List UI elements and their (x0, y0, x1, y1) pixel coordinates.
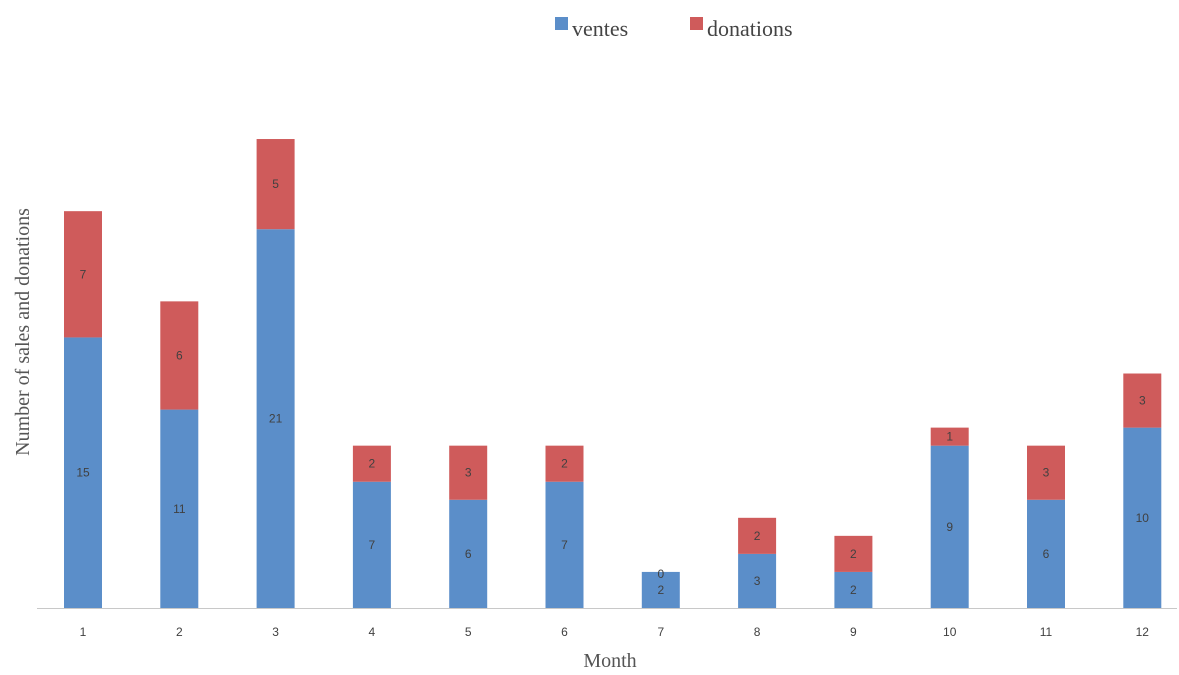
data-label-ventes: 9 (946, 520, 953, 534)
x-tick-label: 8 (754, 625, 761, 639)
x-tick-label: 9 (850, 625, 857, 639)
data-label-ventes: 3 (754, 574, 761, 588)
data-label-ventes: 2 (850, 583, 857, 597)
legend-label: donations (707, 16, 793, 41)
data-label-ventes: 21 (269, 412, 283, 426)
bar-donations (545, 445, 584, 482)
bar-ventes (64, 337, 102, 608)
x-tick-label: 10 (943, 625, 957, 639)
x-tick-label: 1 (80, 625, 87, 639)
bar-ventes (352, 481, 391, 608)
legend-swatch (555, 17, 568, 30)
data-label-donations: 2 (754, 529, 761, 543)
data-label-donations: 5 (272, 177, 279, 191)
data-label-donations: 3 (465, 466, 472, 480)
bar-ventes (160, 409, 199, 608)
data-label-donations: 6 (176, 348, 183, 362)
bar-ventes (930, 445, 969, 608)
bar-ventes (738, 553, 777, 608)
data-label-ventes: 15 (76, 466, 90, 480)
x-axis-label: Month (583, 650, 636, 670)
bar-donations (352, 445, 391, 482)
data-label-ventes: 11 (173, 502, 186, 516)
data-label-ventes: 7 (561, 538, 568, 552)
y-axis-label: Number of sales and donations (12, 208, 34, 456)
x-tick-labels: 1 2 3 4 5 6 7 8 9 10 11 12 (80, 625, 1150, 639)
bar-ventes (641, 571, 680, 608)
x-tick-label: 6 (561, 625, 568, 639)
x-tick-label: 12 (1136, 625, 1150, 639)
data-label-donations: 3 (1139, 394, 1146, 408)
legend-label: ventes (572, 16, 628, 41)
data-label-donations: 2 (561, 457, 568, 471)
bar-donations (449, 445, 488, 500)
data-label-donations: 0 (657, 567, 664, 581)
bar-ventes (834, 571, 873, 608)
data-label-ventes: 6 (1043, 547, 1050, 561)
bar-ventes (1123, 427, 1162, 608)
x-tick-label: 2 (176, 625, 183, 639)
bar-donations (64, 211, 102, 338)
legend-swatch (690, 17, 703, 30)
data-label-donations: 2 (369, 457, 376, 471)
bar-donations (256, 139, 295, 230)
bar-donations (738, 517, 777, 554)
x-tick-label: 5 (465, 625, 472, 639)
x-tick-label: 4 (369, 625, 376, 639)
x-tick-label: 11 (1040, 625, 1053, 639)
data-label-ventes: 6 (465, 547, 472, 561)
bar-ventes (1027, 499, 1065, 608)
bar-ventes (256, 229, 295, 608)
x-tick-label: 7 (657, 625, 664, 639)
legend: ventes donations (555, 16, 793, 41)
bar-donations (1027, 445, 1065, 500)
data-label-donations: 7 (80, 267, 87, 281)
bar-donations (1123, 373, 1162, 428)
data-label-ventes: 7 (369, 538, 376, 552)
bar-donations (160, 301, 199, 410)
bar-donations (834, 535, 873, 572)
data-label-ventes: 2 (657, 583, 664, 597)
bar-ventes (545, 481, 584, 608)
data-label-ventes: 10 (1136, 511, 1150, 525)
data-label-donations: 2 (850, 547, 857, 561)
x-tick-label: 3 (272, 625, 279, 639)
bar-donations (930, 427, 969, 446)
data-label-donations: 3 (1043, 466, 1050, 480)
bar-ventes (449, 499, 488, 608)
data-label-donations: 1 (946, 430, 953, 444)
